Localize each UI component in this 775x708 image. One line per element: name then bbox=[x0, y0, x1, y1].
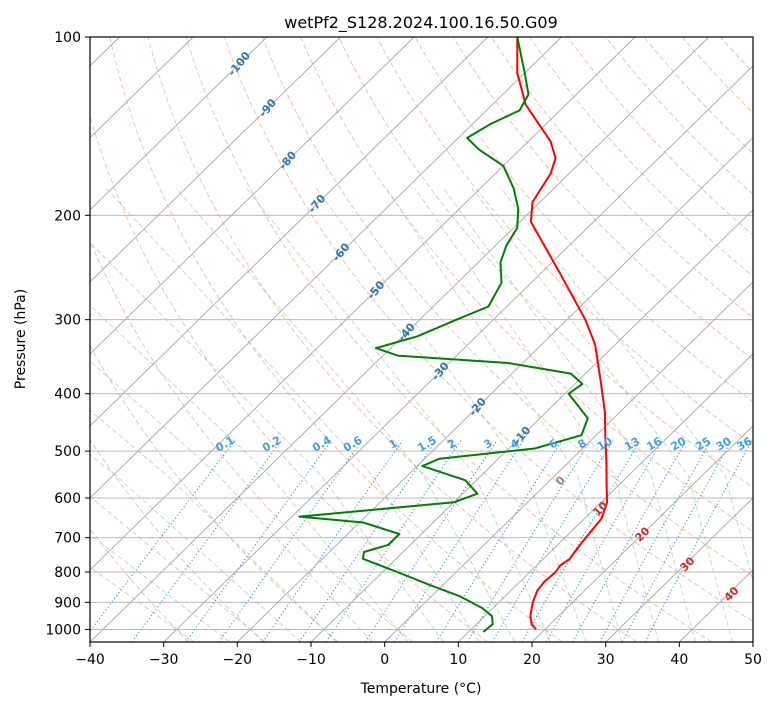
x-axis: −40 −30 −20 −10 0 10 20 30 40 50 bbox=[75, 642, 762, 668]
isotherm-line bbox=[752, 641, 753, 642]
y-tick-label: 100 bbox=[54, 30, 81, 46]
y-tick-label: 300 bbox=[54, 313, 81, 329]
dry-adiabat-line bbox=[300, 37, 753, 533]
y-tick-label: 700 bbox=[54, 531, 81, 547]
mixing-ratio-line bbox=[298, 440, 437, 642]
plot-background bbox=[90, 37, 753, 642]
dry-adiabat-line bbox=[491, 37, 753, 319]
y-tick-label: 600 bbox=[54, 491, 81, 507]
moist-adiabat-line bbox=[105, 187, 480, 642]
y-tick-label: 1000 bbox=[45, 622, 81, 638]
plot-area: 0.1 0.2 0.4 0.6 1 1.5 2 3 4 6 8 10 13 16 20 25 30 36-100-… bbox=[89, 36, 775, 643]
isotherm-line bbox=[531, 425, 753, 642]
moist-adiabat-line bbox=[90, 409, 337, 642]
moist-adiabat-line bbox=[386, 188, 623, 642]
x-tick-label: 10 bbox=[449, 652, 467, 668]
mixing-ratio-line bbox=[90, 440, 236, 632]
x-tick-label: −10 bbox=[296, 652, 326, 668]
moist-adiabat-line bbox=[90, 533, 230, 642]
moist-adiabat-line bbox=[90, 304, 409, 642]
y-axis: 100 200 300 400 500 600 700 800 900 1000 bbox=[45, 30, 90, 638]
mixing-ratio-line bbox=[185, 440, 332, 642]
isotherm-line bbox=[163, 65, 753, 642]
plot-frame bbox=[89, 36, 754, 643]
dry-adiabat-line bbox=[90, 344, 339, 642]
x-tick-label: 50 bbox=[744, 652, 762, 668]
dry-adiabat-line bbox=[90, 438, 264, 642]
isotherm-line bbox=[605, 497, 753, 642]
dry-adiabat-line bbox=[90, 114, 488, 642]
mixing-ratio-line bbox=[262, 440, 403, 642]
isotherm-line bbox=[457, 353, 753, 642]
y-axis-label: Pressure (hPa) bbox=[13, 289, 29, 389]
isotherm-line bbox=[384, 281, 753, 642]
y-tick-label: 900 bbox=[54, 595, 81, 611]
mixing-ratio-line bbox=[572, 440, 687, 642]
isotherm-line bbox=[90, 37, 415, 355]
x-tick-label: 0 bbox=[380, 652, 389, 668]
series-lines bbox=[298, 37, 609, 633]
moist-adiabat-line bbox=[500, 188, 753, 583]
mixing-ratio-line bbox=[364, 440, 498, 642]
dry-adiabat-line bbox=[529, 37, 753, 277]
chart-title: wetPf2_S128.2024.100.16.50.G09 bbox=[284, 13, 558, 33]
mixing-ratio-line bbox=[491, 440, 614, 642]
dry-adiabat-line bbox=[338, 37, 753, 489]
moist-adiabat-line bbox=[443, 188, 696, 642]
dry-adiabat-line bbox=[759, 37, 775, 642]
isotherm-line bbox=[90, 37, 341, 283]
temperature-profile bbox=[516, 37, 609, 631]
moist-adiabat-line bbox=[90, 241, 444, 642]
isotherm-line bbox=[90, 37, 562, 499]
dry-adiabat-line bbox=[262, 37, 753, 577]
dry-adiabat-line bbox=[109, 37, 563, 642]
dry-adiabat-line bbox=[605, 37, 753, 195]
isotherm-line bbox=[90, 37, 268, 211]
mixing-ratio-line bbox=[325, 440, 462, 642]
dry-adiabat-line bbox=[90, 240, 414, 642]
mixing-ratio-line bbox=[131, 440, 282, 642]
y-tick-label: 200 bbox=[54, 208, 81, 224]
dewpoint-profile bbox=[298, 37, 589, 633]
x-tick-label: −40 bbox=[75, 652, 105, 668]
x-tick-label: 40 bbox=[670, 652, 688, 668]
dry-adiabat-line bbox=[185, 37, 712, 642]
mixing-ratio-line bbox=[467, 440, 591, 642]
x-axis-label: Temperature (°C) bbox=[360, 681, 482, 697]
dry-adiabat-line bbox=[147, 37, 638, 642]
moist-adiabat-line bbox=[90, 454, 302, 642]
y-tick-label: 400 bbox=[54, 387, 81, 403]
moist-adiabat-line bbox=[245, 188, 551, 642]
grid-lines bbox=[90, 37, 753, 642]
y-tick-label: 800 bbox=[54, 565, 81, 581]
isotherm-line bbox=[90, 37, 710, 642]
x-tick-label: −20 bbox=[223, 652, 253, 668]
mixing-ratio-line bbox=[218, 440, 363, 642]
isotherm-line bbox=[90, 37, 489, 427]
x-tick-label: −30 bbox=[149, 652, 179, 668]
isotherm-line bbox=[310, 209, 753, 642]
isotherm-line bbox=[90, 37, 636, 571]
y-tick-label: 500 bbox=[54, 444, 81, 460]
x-tick-label: 30 bbox=[597, 652, 615, 668]
x-tick-label: 20 bbox=[523, 652, 541, 668]
moist-adiabat-line bbox=[471, 188, 733, 642]
mixing-ratio-line bbox=[599, 440, 712, 642]
